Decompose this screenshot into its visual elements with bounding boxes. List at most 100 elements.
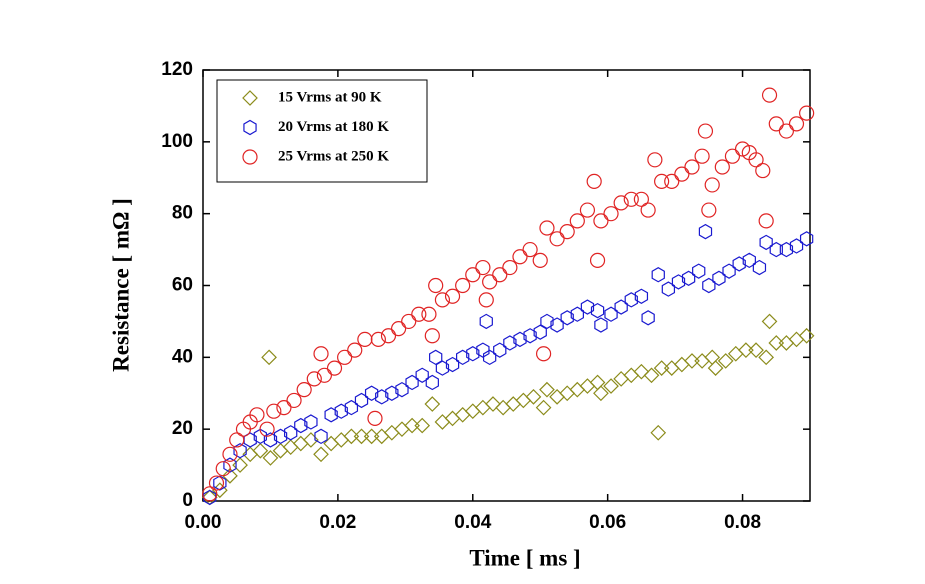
point <box>643 367 660 384</box>
point <box>513 331 527 348</box>
point <box>262 450 279 466</box>
y-tick-label: 120 <box>161 59 193 80</box>
point <box>590 302 605 319</box>
point <box>421 306 437 322</box>
point <box>276 400 292 416</box>
point <box>203 489 217 506</box>
point <box>603 378 619 394</box>
point <box>493 342 507 358</box>
point <box>614 299 628 315</box>
point <box>603 206 619 222</box>
point <box>701 202 717 218</box>
point <box>479 313 493 330</box>
point <box>799 105 815 121</box>
point <box>415 367 429 383</box>
point <box>296 382 312 398</box>
point <box>570 306 584 322</box>
point <box>455 349 470 366</box>
point <box>482 274 498 290</box>
point <box>734 141 751 157</box>
y-tick-label: 100 <box>161 131 193 152</box>
point <box>768 335 785 351</box>
point <box>306 371 322 387</box>
point <box>752 259 767 276</box>
point <box>411 306 427 322</box>
x-tick-label: 0.00 <box>185 512 222 533</box>
point <box>579 202 596 218</box>
point <box>671 274 686 290</box>
point <box>445 356 460 373</box>
point <box>532 252 548 268</box>
point <box>788 116 805 132</box>
y-tick-label: 60 <box>172 275 193 296</box>
point <box>334 403 348 419</box>
point <box>758 213 774 229</box>
point <box>364 385 379 401</box>
point <box>704 177 720 193</box>
point <box>522 241 538 258</box>
point <box>284 425 298 441</box>
legend-label: 15 Vrms at 90 K <box>278 89 382 105</box>
point <box>429 349 443 366</box>
point <box>540 313 554 330</box>
point <box>304 414 318 430</box>
point <box>523 328 537 344</box>
point <box>294 417 308 434</box>
point <box>732 256 746 272</box>
point <box>202 486 218 502</box>
point <box>249 407 265 423</box>
point <box>232 457 248 473</box>
point <box>761 313 778 330</box>
point <box>593 385 609 402</box>
point <box>313 446 329 463</box>
point <box>789 238 804 254</box>
point <box>261 349 277 366</box>
point <box>641 310 655 326</box>
point <box>761 87 778 103</box>
point <box>326 360 343 376</box>
x-tick-label: 0.04 <box>454 512 491 533</box>
point <box>266 403 282 419</box>
legend-label: 20 Vrms at 180 K <box>278 119 389 135</box>
point <box>222 446 238 462</box>
point <box>370 331 386 347</box>
point <box>354 392 369 409</box>
point <box>233 443 247 459</box>
point <box>681 270 696 287</box>
point <box>798 327 815 344</box>
point <box>697 123 714 139</box>
point <box>353 428 370 445</box>
legend-marker <box>242 149 258 165</box>
point <box>661 281 676 297</box>
point <box>476 342 490 358</box>
point <box>313 346 329 362</box>
point <box>640 202 656 218</box>
point <box>405 374 419 391</box>
point <box>722 263 736 279</box>
point <box>624 292 638 308</box>
point <box>634 288 649 304</box>
point <box>502 259 518 276</box>
point <box>692 263 706 279</box>
point <box>664 173 680 189</box>
point <box>357 331 373 347</box>
point <box>401 313 417 330</box>
point <box>633 191 649 207</box>
point <box>748 152 764 168</box>
point <box>589 252 606 268</box>
point <box>455 277 471 294</box>
point <box>208 475 225 491</box>
point <box>535 399 552 416</box>
point <box>768 116 784 132</box>
point <box>425 374 439 391</box>
point <box>512 249 528 265</box>
y-tick-label: 40 <box>172 346 193 367</box>
point <box>434 292 451 308</box>
x-tick-label: 0.02 <box>319 512 356 533</box>
point <box>742 252 756 269</box>
point <box>363 428 380 445</box>
legend-label: 25 Vrms at 250 K <box>278 148 389 164</box>
point <box>424 328 440 344</box>
point <box>550 317 564 333</box>
